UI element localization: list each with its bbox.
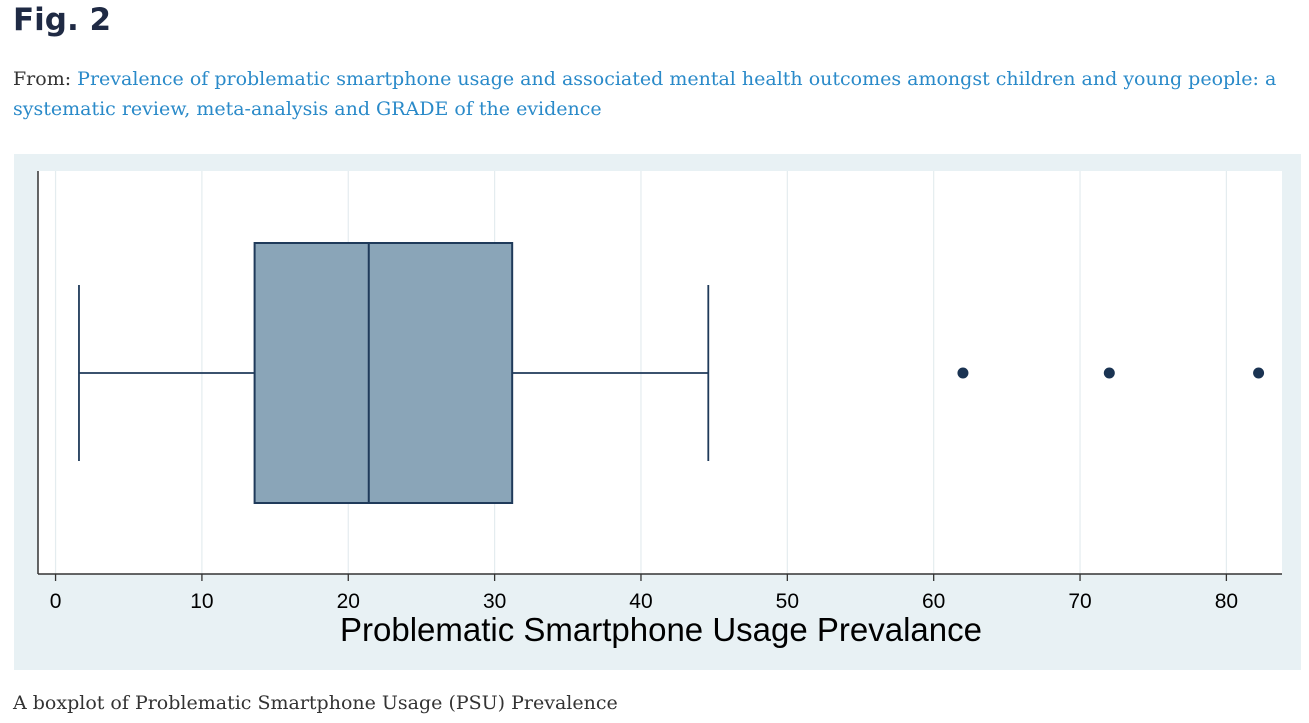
boxplot [78, 242, 710, 504]
outliers [957, 367, 1265, 379]
x-axis-label: Problematic Smartphone Usage Prevalance [340, 611, 982, 648]
x-tick-label: 60 [922, 590, 945, 613]
x-tick-label: 50 [776, 590, 799, 613]
outlier-point [1103, 367, 1115, 379]
x-tick-label: 70 [1068, 590, 1091, 613]
x-tick-label: 30 [483, 590, 506, 613]
figure-source: From: Prevalence of problematic smartpho… [13, 64, 1293, 124]
article-link[interactable]: Prevalence of problematic smartphone usa… [13, 68, 1277, 120]
x-tick-label: 40 [629, 590, 652, 613]
x-tick-label: 80 [1215, 590, 1238, 613]
x-tick-label: 0 [50, 590, 62, 613]
outlier-point [957, 367, 969, 379]
from-label: From: [13, 68, 72, 90]
figure-caption: A boxplot of Problematic Smartphone Usag… [13, 692, 618, 714]
figure-panel: 0 10 20 30 40 50 60 70 80 Problematic Smartphone… [14, 154, 1301, 670]
x-tick-label: 20 [337, 590, 360, 613]
boxplot-chart: 0 10 20 30 40 50 60 70 80 Problematic Smartphone… [37, 171, 1282, 648]
x-axis-ticks: 0 10 20 30 40 50 60 70 80 [50, 574, 1238, 613]
figure-title: Fig. 2 [13, 2, 112, 38]
outlier-point [1253, 367, 1265, 379]
x-tick-label: 10 [190, 590, 213, 613]
iqr-box [253, 242, 514, 504]
